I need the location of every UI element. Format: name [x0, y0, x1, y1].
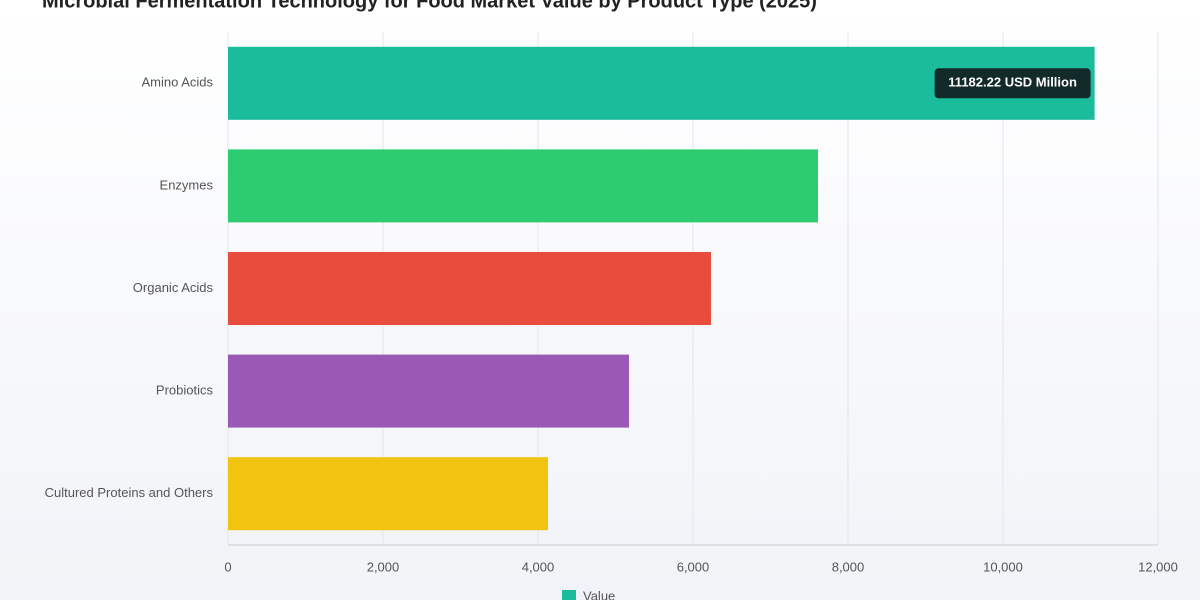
x-tick-label: 12,000	[1138, 559, 1178, 574]
x-tick-label: 10,000	[983, 559, 1023, 574]
y-tick-label: Cultured Proteins and Others	[45, 485, 214, 500]
y-tick-label: Organic Acids	[133, 280, 214, 295]
chart-title: Microbial Fermentation Technology for Fo…	[42, 0, 817, 12]
x-tick-label: 2,000	[367, 559, 400, 574]
y-tick-label: Probiotics	[156, 383, 214, 398]
x-tick-label: 4,000	[522, 559, 555, 574]
bar[interactable]	[228, 354, 629, 428]
x-tick-label: 0	[224, 559, 231, 574]
bar[interactable]	[228, 252, 711, 325]
y-tick-label: Enzymes	[160, 177, 214, 192]
y-tick-label: Amino Acids	[141, 75, 213, 90]
tooltip-text: 11182.22 USD Million	[948, 75, 1077, 90]
tooltip-box	[934, 68, 1091, 99]
legend-swatch[interactable]	[562, 590, 576, 600]
legend-label[interactable]: Value	[583, 588, 615, 600]
bar[interactable]	[228, 457, 548, 531]
x-tick-label: 6,000	[677, 559, 710, 574]
bar[interactable]	[228, 149, 819, 223]
x-tick-label: 8,000	[832, 559, 865, 574]
